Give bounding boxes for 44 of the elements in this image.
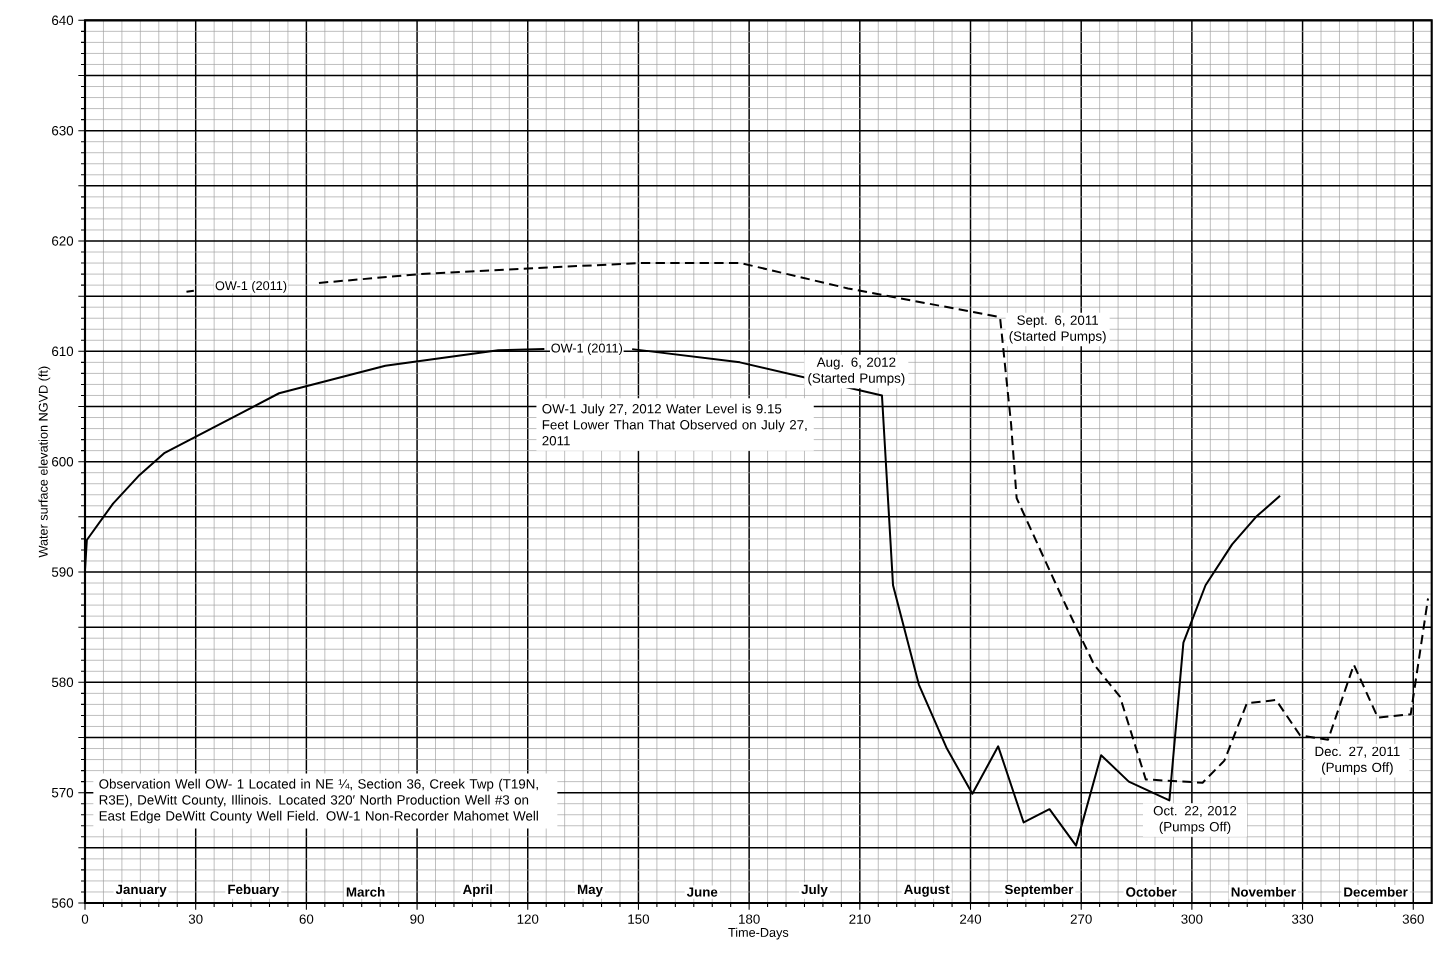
y-tick-label: 610 [52, 346, 74, 357]
y-tick-label: 600 [52, 456, 74, 467]
annotation: May [577, 884, 603, 897]
annotation: November [1231, 886, 1296, 897]
annotation: Sept. 6, 2011 (Started Pumps) [1009, 315, 1106, 344]
y-tick-label: 570 [51, 787, 74, 798]
x-tick-label: 270 [1070, 914, 1092, 924]
x-tick-label: 240 [960, 914, 982, 924]
series-label: OW-1 (2011) [215, 280, 287, 293]
y-axis-title: Water surface elevation NGVD (ft) [38, 366, 51, 558]
x-tick-label: 180 [739, 914, 760, 924]
y-tick-label: 630 [52, 125, 74, 136]
x-tick-label: 30 [188, 914, 203, 924]
series-label: OW-1 (2011) [551, 343, 623, 356]
x-tick-label: 210 [849, 914, 871, 924]
annotation: OW-1 July 27, 2012 Water Level is 9.15 Feet Lower Than That Observed on July 27, 2011 [542, 403, 807, 446]
x-axis-title: Time-Days [728, 927, 789, 940]
x-tick-label: 330 [1291, 914, 1314, 924]
annotation: June [686, 887, 718, 897]
y-tick-label: 590 [51, 567, 74, 577]
y-tick-label: 640 [52, 15, 74, 26]
annotation: October [1126, 886, 1177, 897]
x-tick-label: 360 [1402, 914, 1424, 924]
annotation: Oct. 22, 2012 (Pumps Off) [1153, 805, 1237, 835]
annotation: April [462, 884, 493, 897]
x-tick-label: 150 [628, 914, 650, 924]
y-tick-label: 560 [51, 898, 74, 908]
annotation: July [801, 884, 828, 897]
annotation: August [904, 884, 950, 897]
annotation: September [1004, 884, 1074, 897]
x-tick-label: 120 [517, 914, 539, 924]
y-tick-label: 620 [52, 236, 74, 246]
annotation: Aug. 6, 2012 (Started Pumps) [808, 357, 905, 386]
x-tick-label: 60 [299, 914, 314, 924]
annotation: January [115, 884, 167, 897]
annotation: Observation Well OW- 1 Located in NE ¼, Section 36, Creek Twp (T19N, R3E), DeWitt County, Illinois. Located 320′ North Production Well #3 on East Edge DeWitt County Well Field. OW-1 Non-Recorder Mahomet Well [99, 778, 538, 824]
x-tick-label: 300 [1181, 914, 1203, 924]
x-tick-label: 90 [410, 914, 424, 924]
x-tick-label: 0 [81, 914, 89, 924]
annotation: Febuary [228, 884, 280, 897]
annotation: December [1344, 886, 1408, 897]
y-tick-label: 580 [51, 677, 74, 688]
annotation: March [346, 886, 385, 897]
annotation: Dec. 27, 2011 (Pumps Off) [1315, 746, 1400, 775]
